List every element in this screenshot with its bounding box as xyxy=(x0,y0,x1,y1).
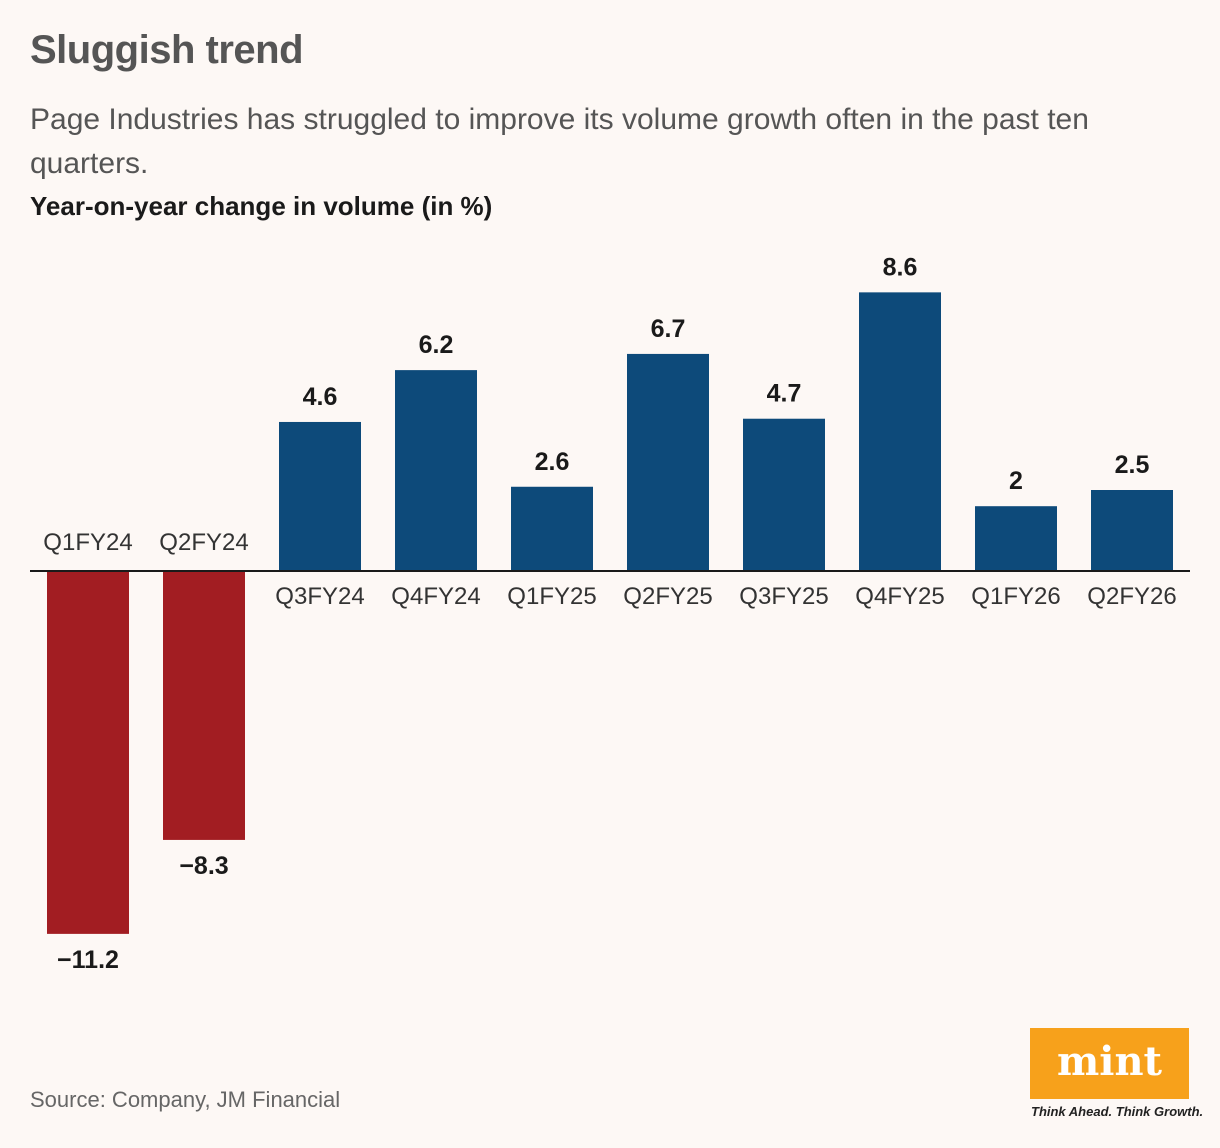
value-label-Q1FY24: −11.2 xyxy=(57,946,119,974)
category-label-Q1FY26: Q1FY26 xyxy=(971,583,1060,610)
category-label-Q2FY24: Q2FY24 xyxy=(159,529,248,556)
bar-Q2FY24 xyxy=(163,571,245,840)
chart-title: Sluggish trend xyxy=(30,28,304,72)
source-note: Source: Company, JM Financial xyxy=(30,1087,341,1112)
value-label-Q4FY24: 6.2 xyxy=(419,331,454,359)
value-label-Q1FY25: 2.6 xyxy=(535,448,570,476)
bar-Q1FY24 xyxy=(47,571,129,934)
category-label-Q3FY24: Q3FY24 xyxy=(275,583,364,610)
category-label-Q2FY26: Q2FY26 xyxy=(1087,583,1176,610)
bar-Q4FY24 xyxy=(395,370,477,571)
value-label-Q1FY26: 2 xyxy=(1009,467,1023,495)
bar-Q2FY26 xyxy=(1091,490,1173,571)
y-axis-title: Year-on-year change in volume (in %) xyxy=(30,191,493,221)
bar-Q3FY24 xyxy=(279,421,361,571)
value-label-Q3FY24: 4.6 xyxy=(303,383,338,411)
chart-subtitle: Page Industries has struggled to improve… xyxy=(30,103,1089,180)
category-label-Q4FY25: Q4FY25 xyxy=(855,583,944,610)
bar-Q1FY26 xyxy=(975,506,1057,571)
category-label-Q2FY25: Q2FY25 xyxy=(623,583,712,610)
value-label-Q3FY25: 4.7 xyxy=(767,380,802,408)
bar-Q4FY25 xyxy=(859,292,941,571)
bar-Q2FY25 xyxy=(627,353,709,571)
category-label-Q1FY25: Q1FY25 xyxy=(507,583,596,610)
mint-logo: mint xyxy=(1030,1028,1189,1099)
brand-tagline: Think Ahead. Think Growth. xyxy=(1031,1104,1204,1119)
value-label-Q2FY25: 6.7 xyxy=(651,315,686,343)
value-label-Q2FY24: −8.3 xyxy=(179,852,228,880)
value-label-Q4FY25: 8.6 xyxy=(883,253,918,281)
category-label-Q4FY24: Q4FY24 xyxy=(391,583,480,610)
category-label-Q1FY24: Q1FY24 xyxy=(43,529,132,556)
bar-Q3FY25 xyxy=(743,418,825,571)
bar-Q1FY25 xyxy=(511,486,593,571)
category-label-Q3FY25: Q3FY25 xyxy=(739,583,828,610)
value-label-Q2FY26: 2.5 xyxy=(1115,451,1150,479)
